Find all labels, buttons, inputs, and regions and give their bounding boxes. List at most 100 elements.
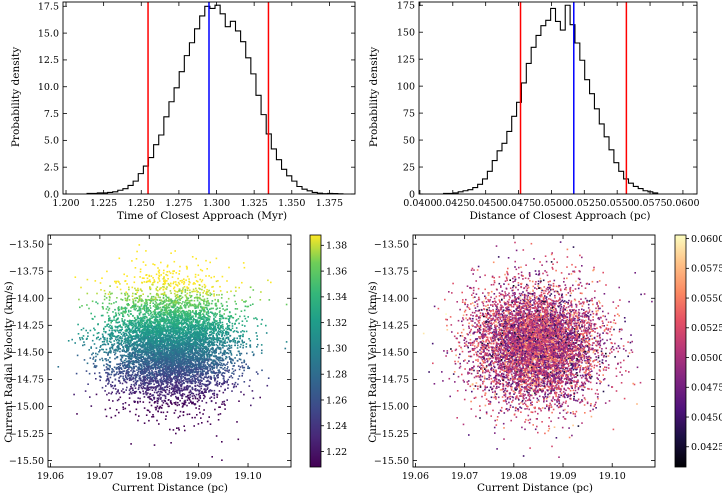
- scatter-point: [145, 306, 148, 309]
- scatter-point: [150, 378, 153, 381]
- scatter-point: [127, 366, 129, 368]
- scatter-point: [142, 362, 145, 365]
- scatter-point: [229, 358, 231, 360]
- scatter-point: [104, 321, 106, 323]
- scatter-point: [182, 405, 184, 407]
- scatter-point: [129, 377, 131, 379]
- scatter-point: [118, 257, 121, 260]
- scatter-point: [187, 366, 189, 369]
- scatter-point: [244, 325, 246, 327]
- scatter-point: [199, 268, 202, 271]
- scatter-point: [136, 357, 138, 360]
- scatter-point: [138, 312, 141, 315]
- histogram-time-panel: 1.200 1.225 1.250 1.275 1.300 1.325 1.350 1.375…: [10, 1, 356, 222]
- scatter-point: [167, 348, 169, 350]
- scatter-point: [217, 413, 220, 416]
- scatter-point: [187, 336, 190, 338]
- scatter-point: [198, 309, 201, 312]
- scatter-point: [233, 385, 235, 388]
- scatter-point: [157, 400, 159, 403]
- scatter-point: [151, 354, 153, 356]
- scatter-point: [112, 332, 114, 335]
- scatter-point: [227, 326, 229, 328]
- scatter-point: [193, 282, 195, 284]
- y-tick-label: 0.0: [44, 189, 59, 200]
- scatter-point: [189, 370, 191, 373]
- scatter-point: [114, 338, 117, 340]
- scatter-point: [134, 267, 137, 269]
- scatter-point: [152, 414, 154, 416]
- scatter-point: [145, 336, 147, 338]
- scatter-point: [201, 355, 203, 357]
- scatter-point: [95, 352, 97, 355]
- scatter-point: [160, 377, 163, 379]
- scatter-point: [191, 359, 193, 362]
- scatter-point: [152, 282, 154, 284]
- scatter-point: [260, 352, 263, 354]
- scatter-point: [219, 359, 222, 361]
- scatter-point: [217, 373, 219, 376]
- scatter-point: [117, 321, 119, 324]
- scatter-point: [199, 311, 201, 314]
- scatter-point: [157, 336, 159, 339]
- scatter-point: [213, 314, 215, 317]
- scatter-point: [180, 310, 183, 313]
- scatter-point: [164, 418, 167, 420]
- scatter-point: [148, 360, 150, 363]
- x-tick-label: 0.0475: [502, 198, 535, 209]
- scatter-point: [107, 333, 110, 336]
- scatter-point: [189, 364, 191, 366]
- scatter-point: [127, 362, 130, 365]
- scatter-point: [218, 359, 220, 362]
- scatter-point: [218, 382, 221, 384]
- scatter-point: [157, 281, 159, 284]
- scatter-point: [215, 320, 217, 323]
- scatter-point: [183, 393, 186, 396]
- scatter-point: [173, 402, 176, 404]
- scatter-point: [190, 390, 192, 393]
- scatter-point: [161, 339, 164, 342]
- scatter-point: [174, 343, 176, 345]
- scatter-point: [236, 341, 239, 343]
- scatter-point: [149, 376, 152, 378]
- scatter-point: [201, 327, 203, 330]
- scatter-point: [144, 315, 147, 318]
- scatter-point: [149, 377, 151, 379]
- x-tick-label: 0.0575: [633, 198, 666, 209]
- scatter-point: [186, 266, 188, 269]
- scatter-point: [125, 376, 127, 378]
- scatter-point: [205, 351, 208, 354]
- scatter-point: [114, 374, 117, 376]
- scatter-point: [122, 348, 125, 350]
- scatter-point: [188, 366, 191, 368]
- scatter-point: [234, 313, 237, 316]
- scatter-point: [126, 297, 129, 300]
- scatter-point: [199, 333, 201, 335]
- scatter-point: [209, 369, 211, 372]
- scatter-point: [224, 340, 226, 342]
- scatter-point: [127, 356, 130, 358]
- scatter-point: [155, 340, 157, 342]
- scatter-point: [135, 289, 137, 291]
- scatter-point: [261, 369, 263, 372]
- scatter-point: [218, 372, 221, 374]
- scatter-point: [102, 348, 104, 351]
- scatter-point: [133, 401, 136, 403]
- scatter-point: [166, 376, 168, 378]
- scatter-point: [129, 345, 132, 348]
- scatter-point: [97, 332, 100, 334]
- scatter-point: [228, 320, 230, 323]
- scatter-point: [175, 338, 178, 341]
- scatter-point: [159, 360, 162, 363]
- scatter-point: [243, 309, 246, 312]
- scatter-point: [153, 342, 156, 345]
- scatter-point: [175, 294, 177, 296]
- scatter-point: [122, 322, 125, 324]
- scatter-point: [205, 313, 208, 316]
- scatter-point: [91, 339, 94, 342]
- scatter-point: [177, 301, 180, 304]
- scatter-point: [163, 394, 166, 397]
- scatter-point: [134, 299, 137, 302]
- scatter-point: [170, 402, 173, 404]
- scatter-point: [146, 344, 148, 346]
